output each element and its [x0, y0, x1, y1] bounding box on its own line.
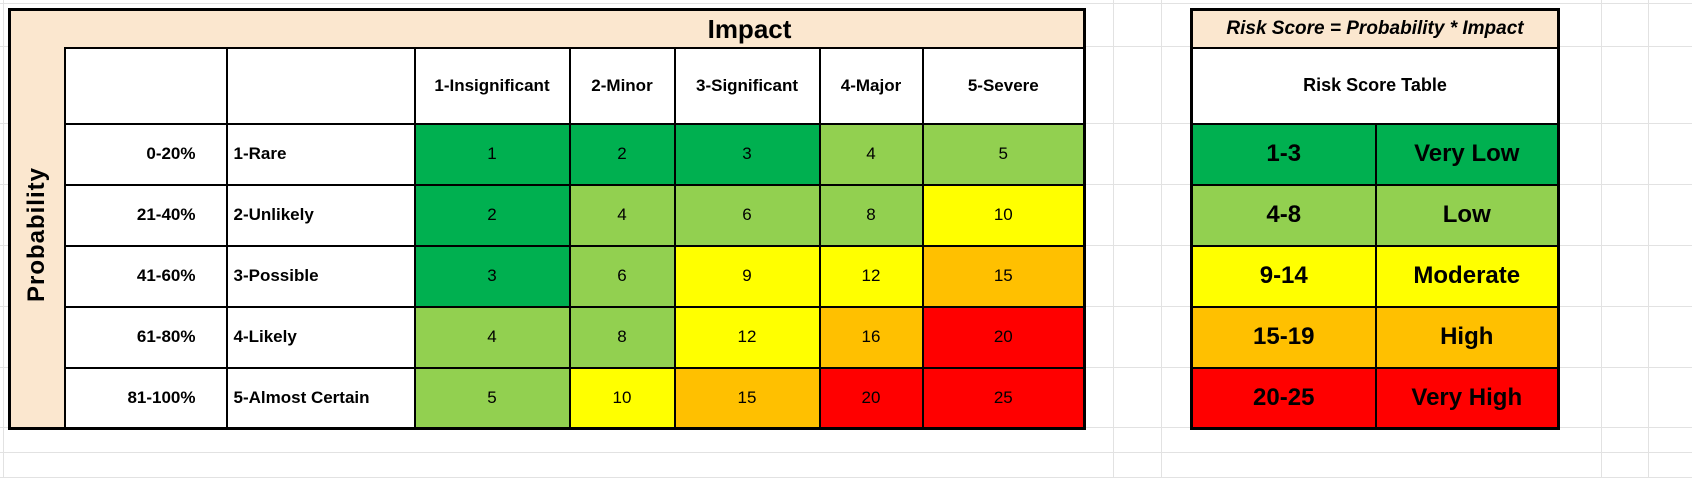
impact-level-header: 4-Major: [818, 46, 924, 125]
gridline-vertical: [1648, 0, 1649, 478]
probability-range-label: 41-60%: [63, 244, 228, 308]
gridline-horizontal: [0, 452, 1692, 453]
legend-subtitle-row: Risk Score Table: [1190, 46, 1560, 125]
risk-score-cell: 5: [413, 366, 571, 430]
risk-score-cell: 25: [921, 366, 1086, 430]
corner-cell: [8, 8, 65, 48]
matrix-row: 41-60% 3-Possible 3 6 9 12 15: [10, 244, 1086, 308]
risk-score-cell: 6: [673, 183, 821, 247]
probability-level-label: 1-Rare: [225, 122, 416, 186]
risk-score-cell: 2: [568, 122, 676, 186]
risk-score-cell: 4: [568, 183, 676, 247]
legend-table-title: Risk Score Table: [1190, 46, 1560, 125]
risk-score-cell: 10: [568, 366, 676, 430]
risk-score-cell: 16: [818, 305, 924, 369]
probability-level-label: 4-Likely: [225, 305, 416, 369]
risk-score-cell: 3: [673, 122, 821, 186]
legend-row: 20-25 Very High: [1190, 366, 1560, 430]
legend-range-cell: 20-25: [1190, 366, 1377, 430]
gridline-vertical: [1113, 0, 1114, 478]
risk-matrix-table: Impact Probability 1-Insignificant 2-Min…: [8, 8, 1087, 430]
impact-header-row: Probability 1-Insignificant 2-Minor 3-Si…: [8, 46, 1086, 430]
risk-score-cell: 6: [568, 244, 676, 308]
probability-level-label: 3-Possible: [225, 244, 416, 308]
legend-level-cell: Very High: [1374, 366, 1560, 430]
impact-level-header: 2-Minor: [568, 46, 676, 125]
impact-axis-header: Impact: [63, 8, 1086, 49]
probability-level-label: 5-Almost Certain: [225, 366, 416, 430]
risk-score-cell: 1: [413, 122, 571, 186]
risk-score-cell: 10: [921, 183, 1086, 247]
legend-level-cell: Low: [1374, 183, 1560, 247]
matrix-row: 0-20% 1-Rare 1 2 3 4 5: [10, 122, 1086, 186]
risk-score-cell: 2: [413, 183, 571, 247]
matrix-row: 81-100% 5-Almost Certain 5 10 15 20 25: [10, 366, 1086, 430]
probability-axis-header: Probability: [8, 46, 66, 430]
blank-cell: [225, 46, 416, 125]
impact-level-header: 1-Insignificant: [413, 46, 571, 125]
legend-range-cell: 15-19: [1190, 305, 1377, 369]
risk-score-cell: 12: [818, 244, 924, 308]
risk-score-cell: 12: [673, 305, 821, 369]
legend-row: 9-14 Moderate: [1190, 244, 1560, 308]
legend-range-cell: 1-3: [1190, 122, 1377, 186]
risk-score-cell: 8: [568, 305, 676, 369]
legend-row: 4-8 Low: [1190, 183, 1560, 247]
risk-score-cell: 3: [413, 244, 571, 308]
risk-score-cell: 20: [818, 366, 924, 430]
risk-score-cell: 4: [818, 122, 924, 186]
risk-score-cell: 15: [921, 244, 1086, 308]
matrix-row: 21-40% 2-Unlikely 2 4 6 8 10: [10, 183, 1086, 247]
probability-range-label: 0-20%: [63, 122, 228, 186]
probability-axis-title: Probability: [23, 167, 51, 303]
matrix-row: 61-80% 4-Likely 4 8 12 16 20: [10, 305, 1086, 369]
risk-score-cell: 15: [673, 366, 821, 430]
blank-cell: [63, 46, 228, 125]
legend-level-cell: Moderate: [1374, 244, 1560, 308]
risk-score-legend: Risk Score = Probability * Impact Risk S…: [1190, 8, 1560, 430]
probability-range-label: 81-100%: [63, 366, 228, 430]
legend-title-row: Risk Score = Probability * Impact: [1190, 8, 1560, 49]
probability-range-label: 61-80%: [63, 305, 228, 369]
risk-score-cell: 20: [921, 305, 1086, 369]
gridline-horizontal: [0, 3, 1692, 4]
legend-row: 15-19 High: [1190, 305, 1560, 369]
impact-level-header: 5-Severe: [921, 46, 1086, 125]
impact-title-row: Impact: [8, 8, 1086, 49]
risk-score-cell: 8: [818, 183, 924, 247]
gridline-vertical: [3, 0, 4, 478]
risk-score-cell: 9: [673, 244, 821, 308]
legend-range-cell: 9-14: [1190, 244, 1377, 308]
gridline-vertical: [1161, 0, 1162, 478]
impact-level-header: 3-Significant: [673, 46, 821, 125]
legend-level-cell: High: [1374, 305, 1560, 369]
legend-row: 1-3 Very Low: [1190, 122, 1560, 186]
impact-axis-title: Impact: [707, 13, 792, 44]
legend-level-cell: Very Low: [1374, 122, 1560, 186]
legend-range-cell: 4-8: [1190, 183, 1377, 247]
legend-formula-title: Risk Score = Probability * Impact: [1190, 8, 1560, 49]
risk-score-cell: 5: [921, 122, 1086, 186]
gridline-vertical: [1601, 0, 1602, 478]
risk-score-cell: 4: [413, 305, 571, 369]
probability-level-label: 2-Unlikely: [225, 183, 416, 247]
probability-range-label: 21-40%: [63, 183, 228, 247]
